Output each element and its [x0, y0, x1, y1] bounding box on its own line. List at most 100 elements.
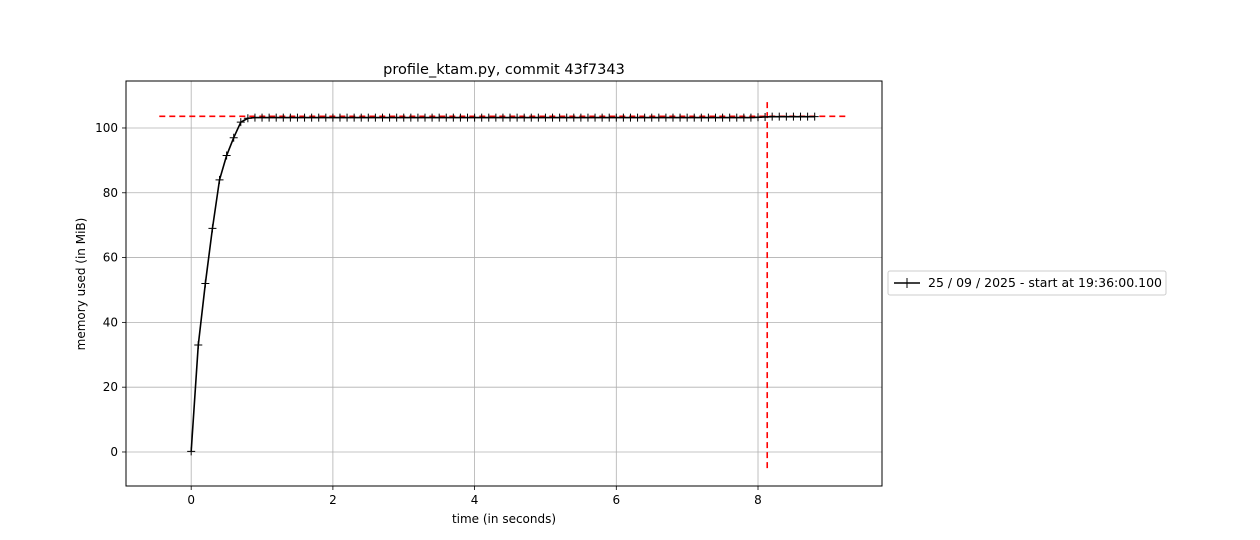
y-tick-label: 80: [103, 186, 118, 200]
data-point-marker: [392, 113, 401, 122]
data-point-marker: [548, 113, 557, 122]
legend: 25 / 09 / 2025 - start at 19:36:00.100: [887, 270, 1167, 296]
reference-lines: [159, 98, 847, 469]
x-tick-label: 2: [329, 493, 337, 507]
data-point-marker: [215, 175, 224, 184]
data-point-marker: [258, 113, 267, 122]
data-point-marker: [293, 113, 302, 122]
data-point-marker: [711, 113, 720, 122]
data-point-marker: [583, 113, 592, 122]
data-point-marker: [194, 341, 203, 350]
data-point-marker: [661, 113, 670, 122]
legend-entry-label: 25 / 09 / 2025 - start at 19:36:00.100: [928, 275, 1162, 290]
data-point-marker: [484, 113, 493, 122]
data-point-marker: [371, 113, 380, 122]
data-point-marker: [201, 279, 210, 288]
y-tick-label: 100: [95, 121, 118, 135]
data-point-marker: [640, 113, 649, 122]
data-point-marker: [626, 113, 635, 122]
data-point-marker: [335, 113, 344, 122]
data-point-marker: [534, 113, 543, 122]
data-point-marker: [279, 113, 288, 122]
data-point-marker: [442, 113, 451, 122]
data-point-marker: [250, 113, 259, 122]
data-point-marker: [378, 113, 387, 122]
data-point-marker: [739, 113, 748, 122]
data-point-marker: [435, 113, 444, 122]
data-point-marker: [803, 112, 812, 121]
data-point-marker: [555, 113, 564, 122]
data-point-marker: [598, 113, 607, 122]
data-point-marker: [654, 113, 663, 122]
data-point-marker: [562, 113, 571, 122]
data-point-marker: [569, 113, 578, 122]
x-tick-label: 0: [187, 493, 195, 507]
data-point-marker: [498, 113, 507, 122]
data-point-marker: [633, 113, 642, 122]
chart-title: profile_ktam.py, commit 43f7343: [383, 62, 625, 78]
x-tick-label: 6: [612, 493, 620, 507]
data-point-marker: [314, 113, 323, 122]
data-point-marker: [328, 113, 337, 122]
y-tick-label: 20: [103, 380, 118, 394]
legend-marker: [902, 278, 912, 288]
y-axis-ticks: 0 20 40 60 80 100: [95, 121, 126, 459]
data-point-marker: [470, 113, 479, 122]
data-point-marker: [243, 114, 252, 123]
series-line: [190, 115, 815, 452]
data-point-marker: [697, 113, 706, 122]
y-axis-label: memory used (in MiB): [74, 218, 88, 351]
data-point-marker: [350, 113, 359, 122]
y-tick-label: 60: [103, 251, 118, 265]
data-point-marker: [449, 113, 458, 122]
data-point-marker: [704, 113, 713, 122]
data-point-marker: [413, 113, 422, 122]
data-point-marker: [265, 113, 274, 122]
data-point-marker: [647, 113, 656, 122]
data-point-marker: [513, 113, 522, 122]
data-point-marker: [541, 113, 550, 122]
data-point-marker: [307, 113, 316, 122]
y-tick-label: 0: [110, 445, 118, 459]
data-point-marker: [619, 113, 628, 122]
data-point-marker: [796, 112, 805, 121]
data-point-marker: [775, 112, 784, 121]
data-point-marker: [576, 113, 585, 122]
plot-frame: [125, 80, 883, 487]
data-point-marker: [385, 113, 394, 122]
data-point-marker: [357, 113, 366, 122]
data-point-marker: [364, 113, 373, 122]
data-point-marker: [690, 113, 699, 122]
series-layer: [187, 112, 819, 456]
data-point-marker: [718, 113, 727, 122]
data-point-marker: [612, 113, 621, 122]
data-point-marker: [725, 113, 734, 122]
data-point-marker: [810, 112, 819, 121]
data-point-marker: [683, 113, 692, 122]
x-axis-ticks: 0 2 4 6 8: [187, 486, 762, 507]
data-point-marker: [420, 113, 429, 122]
data-point-marker: [399, 113, 408, 122]
grid-lines: [126, 81, 882, 486]
data-point-marker: [605, 113, 614, 122]
y-tick-label: 40: [103, 315, 118, 329]
data-point-marker: [506, 113, 515, 122]
data-point-marker: [343, 113, 352, 122]
data-point-marker: [428, 113, 437, 122]
data-point-marker: [768, 112, 777, 121]
data-point-marker: [782, 112, 791, 121]
data-point-marker: [208, 224, 217, 233]
data-point-marker: [456, 113, 465, 122]
data-point-marker: [321, 113, 330, 122]
data-point-marker: [272, 113, 281, 122]
data-point-marker: [286, 113, 295, 122]
data-point-marker: [300, 113, 309, 122]
data-point-marker: [229, 133, 238, 142]
x-axis-label: time (in seconds): [452, 512, 556, 526]
data-point-marker: [463, 113, 472, 122]
data-point-marker: [732, 113, 741, 122]
x-tick-label: 8: [754, 493, 762, 507]
data-point-marker: [591, 113, 600, 122]
data-point-marker: [668, 113, 677, 122]
